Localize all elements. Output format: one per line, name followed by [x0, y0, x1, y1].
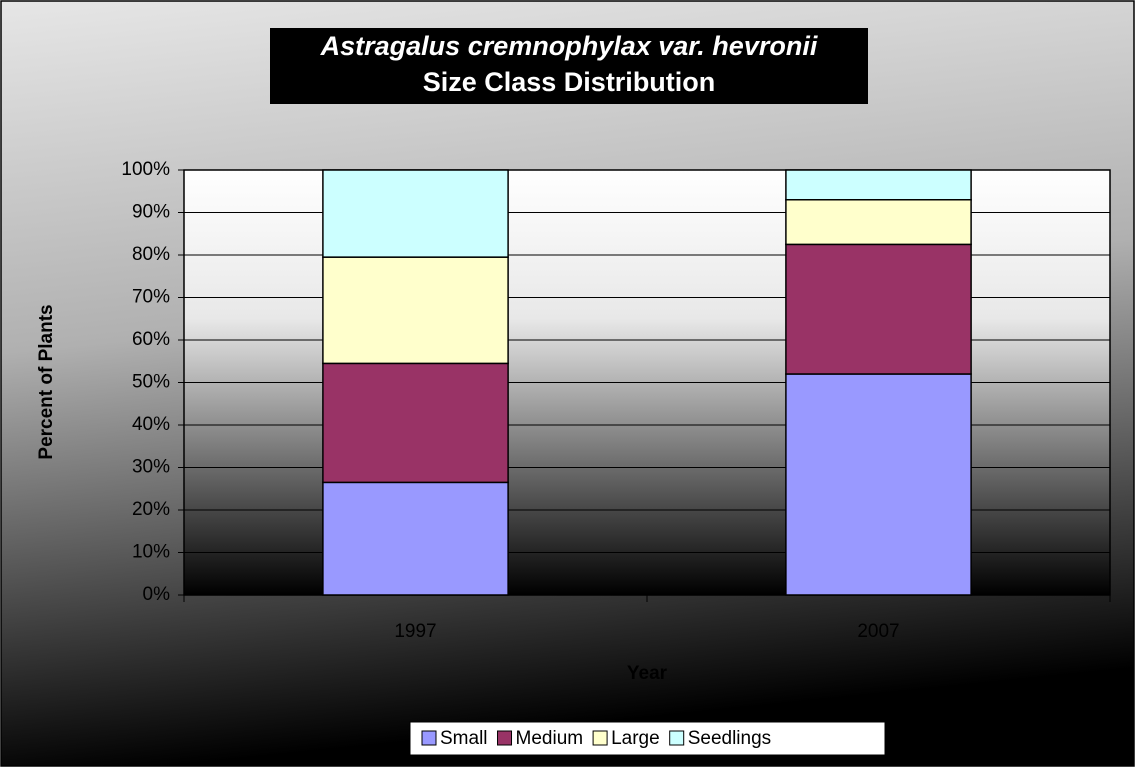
bar-segment: [785, 243, 972, 375]
y-tick-label: 0%: [143, 584, 171, 605]
y-tick-label: 100%: [121, 159, 170, 180]
legend-swatch: [592, 730, 608, 746]
y-axis-label: Percent of Plants: [36, 304, 57, 459]
bar-segment: [322, 481, 509, 596]
bar-segment: [785, 169, 972, 201]
bar-segment: [322, 256, 509, 365]
y-tick-label: 40%: [132, 414, 170, 435]
bar-segment: [322, 362, 509, 484]
bar-segment: [785, 199, 972, 246]
bar-segment: [785, 373, 972, 596]
y-tick-label: 50%: [132, 372, 170, 393]
bar-segment: [322, 169, 509, 258]
y-tick-label: 70%: [132, 287, 170, 308]
y-tick-label: 80%: [132, 244, 170, 265]
legend-box: [409, 721, 886, 756]
legend-label: Large: [611, 728, 660, 749]
legend-swatch: [497, 730, 513, 746]
title-box: [270, 28, 868, 104]
legend-label: Medium: [516, 728, 584, 749]
legend-label: Seedlings: [688, 728, 771, 749]
legend-label: Small: [440, 728, 488, 749]
legend-swatch: [421, 730, 437, 746]
x-tick-label: 2007: [857, 621, 899, 642]
y-tick-label: 10%: [132, 542, 170, 563]
x-tick-label: 1997: [394, 621, 436, 642]
y-tick-label: 20%: [132, 499, 170, 520]
chart-subtitle: Size Class Distribution: [423, 67, 716, 97]
x-axis-label: Year: [627, 663, 668, 684]
y-tick-label: 90%: [132, 202, 170, 223]
y-tick-label: 30%: [132, 457, 170, 478]
chart-title: Astragalus cremnophylax var. hevronii: [320, 31, 818, 61]
legend-swatch: [669, 730, 685, 746]
y-tick-label: 60%: [132, 329, 170, 350]
